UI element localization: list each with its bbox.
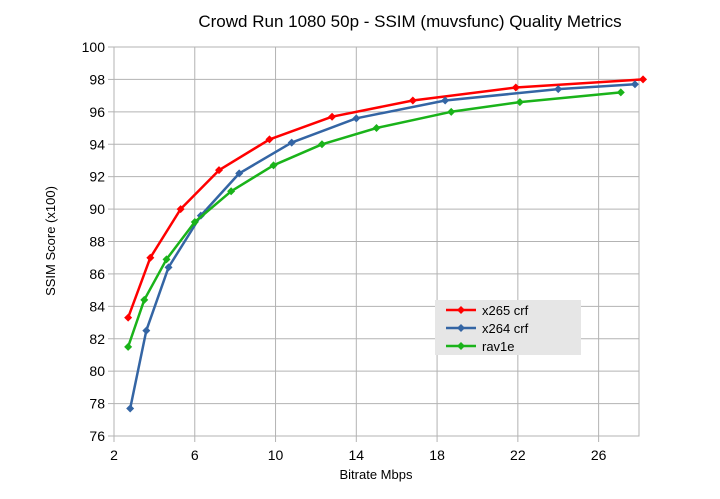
y-tick-label: 80 (89, 363, 105, 379)
data-point-marker (235, 169, 244, 178)
data-point-marker (287, 138, 296, 147)
data-point-marker (408, 96, 417, 105)
legend-label: x264 crf (482, 321, 529, 336)
data-point-marker (146, 253, 155, 262)
x-tick-label: 22 (510, 447, 526, 463)
x-tick-label: 14 (349, 447, 365, 463)
data-point-marker (639, 75, 648, 84)
legend-marker (457, 324, 465, 332)
x-tick-label: 2 (110, 447, 118, 463)
data-point-marker (352, 114, 361, 123)
data-point-marker (124, 313, 133, 322)
y-tick-label: 96 (89, 104, 105, 120)
legend: x265 crf x264 crf rav1e (435, 300, 581, 355)
series-line (128, 83, 636, 409)
x-tick-label: 26 (591, 447, 607, 463)
data-point-marker (554, 85, 563, 94)
data-point-marker (215, 166, 223, 175)
series-x265-crf (124, 75, 648, 322)
data-point-marker (140, 295, 149, 304)
x-tick-label: 18 (429, 447, 445, 463)
data-point-marker (227, 187, 236, 196)
data-point-marker (269, 161, 278, 170)
x-axis-title: Bitrate Mbps (340, 467, 413, 482)
data-point-marker (630, 80, 639, 89)
y-tick-label: 90 (89, 201, 105, 217)
data-point-marker (142, 326, 151, 335)
data-point-marker (441, 96, 450, 105)
y-tick-label: 94 (89, 136, 105, 152)
data-point-marker (164, 263, 173, 272)
legend-label: x265 crf (482, 303, 529, 318)
data-point-marker (515, 98, 524, 107)
y-tick-label: 82 (89, 331, 105, 347)
x-axis-ticks: 2 6 10 14 18 22 26 (110, 436, 607, 463)
data-point-marker (328, 112, 337, 121)
y-tick-label: 76 (89, 428, 105, 444)
x-tick-label: 10 (268, 447, 284, 463)
y-tick-label: 88 (89, 234, 105, 250)
data-point-marker (447, 107, 456, 116)
y-tick-label: 86 (89, 266, 105, 282)
y-tick-label: 92 (89, 169, 105, 185)
x-tick-label: 6 (191, 447, 199, 463)
y-tick-label: 100 (82, 39, 106, 55)
y-axis-ticks: 76 78 80 82 84 86 88 90 92 94 96 98 100 (82, 39, 114, 444)
y-axis-title: SSIM Score (x100) (43, 186, 58, 296)
data-point-marker (124, 342, 133, 351)
y-tick-label: 84 (89, 298, 105, 314)
legend-label: rav1e (482, 339, 515, 354)
data-point-marker (616, 88, 625, 97)
series-line (126, 78, 644, 319)
legend-marker (457, 342, 465, 350)
data-point-marker (511, 83, 520, 92)
series-rav1e (124, 88, 625, 351)
data-point-marker (265, 135, 274, 144)
y-tick-label: 98 (89, 71, 105, 87)
data-point-marker (317, 140, 326, 149)
data-point-marker (176, 205, 185, 214)
data-point-marker (190, 218, 199, 227)
y-tick-label: 78 (89, 396, 105, 412)
series (124, 75, 648, 413)
series-x264-crf (126, 80, 639, 413)
data-point-marker (126, 404, 135, 413)
chart-title: Crowd Run 1080 50p - SSIM (muvsfunc) Qua… (198, 12, 621, 31)
legend-marker (457, 306, 465, 314)
data-point-marker (162, 255, 171, 264)
data-point-marker (372, 124, 381, 133)
grid (113, 46, 639, 437)
